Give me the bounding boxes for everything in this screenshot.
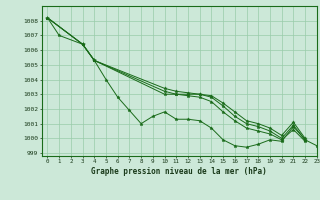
X-axis label: Graphe pression niveau de la mer (hPa): Graphe pression niveau de la mer (hPa) xyxy=(91,167,267,176)
